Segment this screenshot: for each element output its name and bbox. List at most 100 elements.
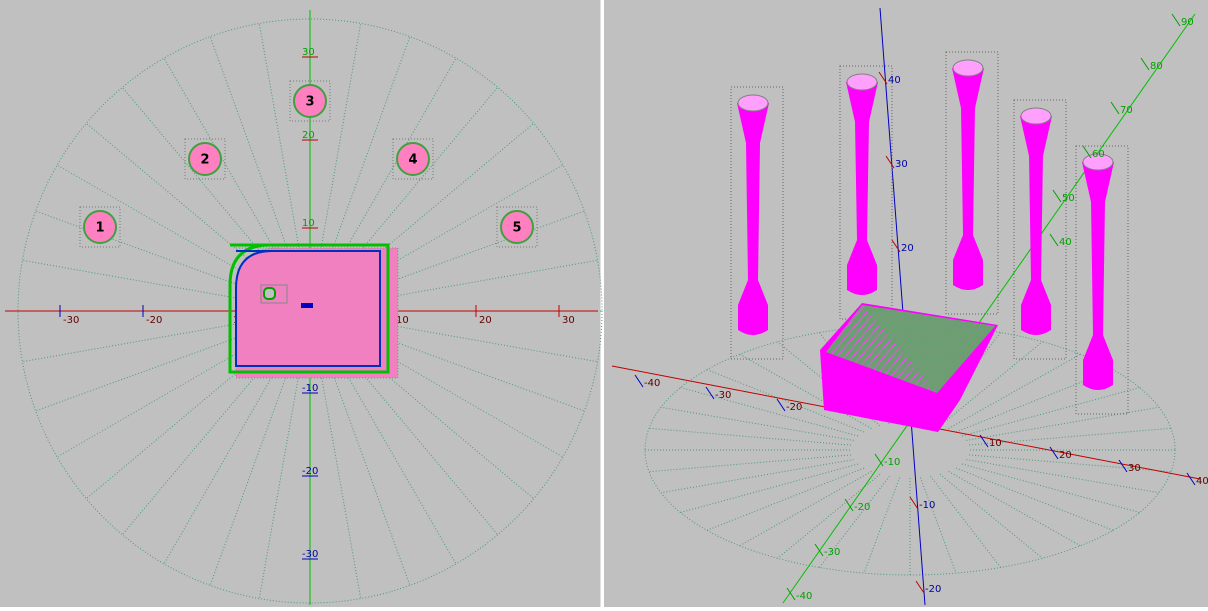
radial-line [939,473,1043,559]
radial-line [966,406,1160,441]
radial-line [961,387,1140,437]
axis-tick [844,498,854,512]
radial-line [258,23,302,262]
marker-label: 2 [200,153,209,168]
radial-line [347,122,535,280]
axis-tick-label: -40 [796,591,812,602]
axis-tick-label: -10 [919,500,935,511]
pillar [1082,162,1114,390]
axis-tick-label: -20 [854,502,870,513]
radial-line [209,36,294,265]
axis-tick-label: 30 [895,159,908,170]
radial-line [863,477,901,574]
radial-line [777,473,881,559]
blue-axis [879,7,926,606]
axis-tick [878,71,888,85]
block-top-flat [862,305,995,393]
marker-box [496,206,538,248]
radial-line [948,353,1081,429]
part-outer [228,243,390,374]
radial-line [955,369,1114,433]
radial-line [739,471,872,547]
marker-label: 4 [408,153,417,168]
radial-line [966,459,1160,494]
axis-tick [909,496,919,510]
y-tick-label: -30 [302,549,318,560]
radial-line [969,427,1172,446]
radial-line [948,471,1081,547]
axis-tick [786,587,796,601]
axis-tick-label: 80 [1150,61,1163,72]
marker [396,142,430,176]
radial-line [258,360,302,599]
axis-tick [634,374,644,388]
marker [188,142,222,176]
y-tick-label: 30 [302,47,315,58]
marker-box [392,138,434,180]
axis-tick-label: 90 [1181,17,1194,28]
axis-tick-label: 40 [1059,237,1072,248]
marker-box [79,206,121,248]
marker-label: 5 [512,221,521,236]
axis-tick-label: -40 [644,378,660,389]
pillar [1020,116,1052,335]
radial-line [163,354,286,565]
x-tick-label: 20 [479,315,492,326]
radial-line [648,454,851,473]
pillar-top [952,59,984,77]
axis-tick [915,580,925,594]
radial-line [955,467,1114,531]
radial-line [969,454,1172,473]
radial-line [341,348,499,536]
radial-line [85,342,273,500]
radial-line [326,36,411,265]
radial-line [35,210,264,295]
axis-tick [1118,459,1128,473]
radial-line [660,406,854,441]
axis-tick-label: 40 [888,75,901,86]
axis-tick [1049,446,1059,460]
axis-tick-label: -30 [824,547,840,558]
pillar [952,68,984,290]
radial-line [356,327,585,412]
marker-label: 3 [305,95,314,110]
radial-line [318,23,362,262]
y-tick-label: -10 [302,383,318,394]
radial-line [706,369,865,433]
radial-line [353,335,564,458]
radial-line [347,342,535,500]
pillar-top [1020,107,1052,125]
origin-marker [301,303,313,308]
marker [500,210,534,244]
axis-tick-label: 50 [1062,193,1075,204]
axis-tick [1052,189,1062,203]
pillar-top [737,94,769,112]
axis-tick [885,155,895,169]
axis-tick-label: 40 [1196,476,1208,487]
axis-tick [1171,13,1181,27]
radial-line [930,476,1002,568]
axis-tick [1186,472,1196,486]
x-tick-label: 30 [562,315,575,326]
axis-tick-label: -20 [786,402,802,413]
axis-tick [1110,101,1120,115]
pillar-bounds [945,51,999,315]
right-viewport[interactable] [604,0,1208,607]
axis-tick [1140,57,1150,71]
axis-tick [979,434,989,448]
axis-tick-label: -20 [925,584,941,595]
radial-line [648,427,851,446]
radial-line [961,463,1140,513]
radial-line [356,210,585,295]
radial-line [353,164,564,287]
marker-label: 1 [95,221,104,236]
pillar-bounds [1013,99,1067,360]
axis-tick [705,386,715,400]
radial-line [359,259,598,303]
radial-line [818,476,890,568]
pillar-top [846,73,878,91]
axis-tick-label: 30 [1128,463,1141,474]
radial-line [22,319,261,363]
radial-line [22,259,261,303]
